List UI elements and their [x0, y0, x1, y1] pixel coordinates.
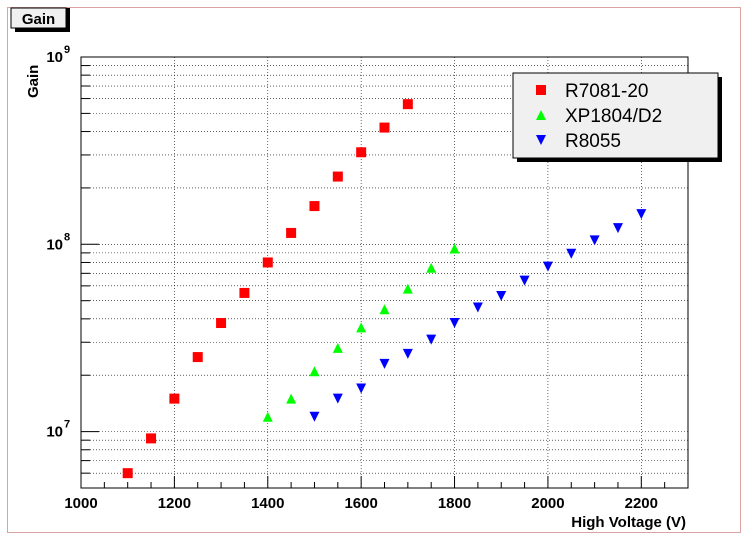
- data-point-r7081-20: [239, 287, 250, 298]
- y-tick-label: 10 9: [46, 44, 70, 66]
- x-tick-labels: 1000 1200 1400 1600 1800 2000 2200: [64, 495, 658, 512]
- data-points: [122, 99, 647, 479]
- data-point-r8055: [519, 275, 530, 286]
- y-tick-exponent: 9: [64, 44, 70, 56]
- x-tick-label: 2200: [625, 495, 658, 512]
- data-point-r8055: [356, 383, 367, 394]
- x-tick-label: 2000: [531, 495, 564, 512]
- data-point-xp1804-d2: [286, 393, 297, 404]
- legend-label: XP1804/D2: [565, 106, 662, 127]
- data-point-r7081-20: [286, 227, 297, 238]
- legend-marker: [536, 135, 546, 145]
- data-point-r7081-20: [192, 352, 203, 363]
- data-point-xp1804-d2: [309, 366, 320, 377]
- x-tick-label: 1200: [158, 495, 191, 512]
- x-tick-label: 1800: [438, 495, 471, 512]
- y-tick-exponent: 7: [64, 419, 70, 431]
- data-point-r8055: [542, 261, 553, 272]
- data-point-r8055: [426, 334, 437, 345]
- data-point-r7081-20: [379, 122, 390, 133]
- chart-title: Gain: [22, 11, 55, 28]
- data-point-r8055: [566, 248, 577, 259]
- data-point-xp1804-d2: [379, 304, 390, 315]
- data-point-r7081-20: [146, 433, 157, 444]
- data-point-xp1804-d2: [426, 262, 437, 273]
- legend-entry-xp1804-d2: XP1804/D2: [536, 106, 662, 127]
- data-point-r8055: [496, 290, 507, 301]
- data-point-r7081-20: [262, 257, 273, 268]
- legend-label: R7081-20: [565, 81, 648, 102]
- data-point-r7081-20: [122, 468, 133, 479]
- data-point-xp1804-d2: [402, 283, 413, 294]
- data-point-r7081-20: [216, 318, 227, 329]
- legend: R7081-20 XP1804/D2 R8055: [512, 72, 722, 162]
- x-axis-label: High Voltage (V): [571, 514, 686, 531]
- data-point-r8055: [612, 223, 623, 234]
- x-tick-label: 1600: [344, 495, 377, 512]
- data-point-r8055: [449, 318, 460, 329]
- data-point-r7081-20: [356, 147, 367, 158]
- legend-label: R8055: [565, 131, 621, 152]
- y-tick-base: 10: [46, 424, 63, 441]
- data-point-r7081-20: [309, 201, 320, 212]
- title-box: Gain: [10, 7, 70, 32]
- legend-marker: [536, 110, 546, 120]
- series-r8055: [309, 209, 647, 422]
- axis-ticks: [80, 56, 689, 489]
- y-axis-label: Gain: [25, 65, 42, 98]
- y-tick-base: 10: [46, 236, 63, 253]
- data-point-r8055: [379, 358, 390, 369]
- data-point-r7081-20: [332, 171, 343, 182]
- x-tick-label: 1400: [251, 495, 284, 512]
- y-tick-base: 10: [46, 49, 63, 66]
- legend-marker: [536, 85, 546, 95]
- data-point-xp1804-d2: [332, 342, 343, 353]
- legend-entry-r8055: R8055: [536, 131, 621, 152]
- series-xp1804-d2: [262, 243, 460, 422]
- y-tick-exponent: 8: [64, 231, 70, 243]
- data-point-r8055: [309, 411, 320, 422]
- data-point-r8055: [636, 209, 647, 220]
- data-point-r7081-20: [169, 393, 180, 404]
- data-point-r8055: [402, 348, 413, 359]
- x-tick-label: 1000: [64, 495, 97, 512]
- data-point-r8055: [589, 235, 600, 246]
- legend-entry-r7081-20: R7081-20: [536, 81, 648, 102]
- data-point-xp1804-d2: [262, 411, 273, 422]
- series-r7081-20: [122, 99, 413, 479]
- data-point-r8055: [472, 302, 483, 313]
- data-point-xp1804-d2: [449, 243, 460, 254]
- y-tick-label: 10 8: [46, 231, 70, 253]
- data-point-r7081-20: [402, 99, 413, 110]
- y-tick-label: 10 7: [46, 419, 70, 441]
- data-point-xp1804-d2: [356, 322, 367, 333]
- data-point-r8055: [332, 393, 343, 404]
